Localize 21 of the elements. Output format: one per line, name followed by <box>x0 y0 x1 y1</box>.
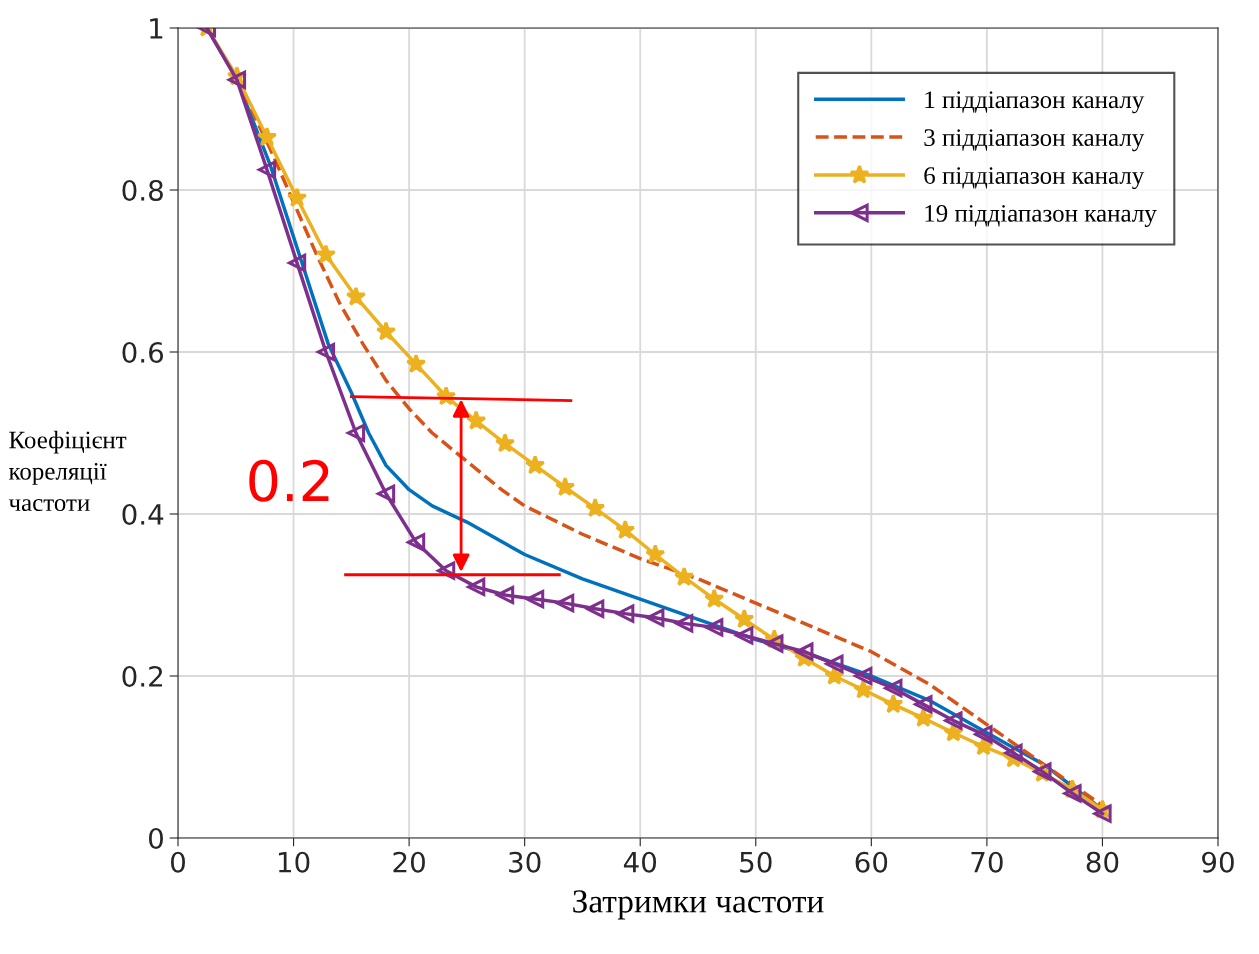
x-tick-label: 20 <box>393 851 425 873</box>
x-tick-label: 60 <box>855 851 888 873</box>
x-tick-label: 0 <box>170 851 185 873</box>
x-tick-label: 70 <box>971 851 1003 873</box>
legend-label: 6 піддіапазон каналу <box>924 167 1145 190</box>
x-tick-label: 50 <box>740 851 772 873</box>
legend-label: 19 піддіапазон каналу <box>925 205 1157 227</box>
x-axis-title: Затримки частоти <box>573 890 824 920</box>
legend-label: 3 піддіапазон каналу <box>924 129 1145 152</box>
y-tick-label: 0 <box>148 827 163 849</box>
y-tick-label: 0.2 <box>122 665 163 687</box>
y-tick-label: 1 <box>150 18 163 39</box>
x-tick-label: 40 <box>623 851 657 873</box>
annotation: 0.2 <box>249 459 329 502</box>
x-tick-label: 80 <box>1086 851 1119 873</box>
legend-label: 1 піддіапазон каналу <box>925 91 1145 114</box>
x-tick-label: 10 <box>278 851 310 873</box>
y-tick-label: 0.8 <box>122 179 163 201</box>
x-tick-label: 30 <box>509 851 541 873</box>
y-tick-label: 0.6 <box>122 341 164 363</box>
x-tick-label: 90 <box>1202 851 1234 873</box>
